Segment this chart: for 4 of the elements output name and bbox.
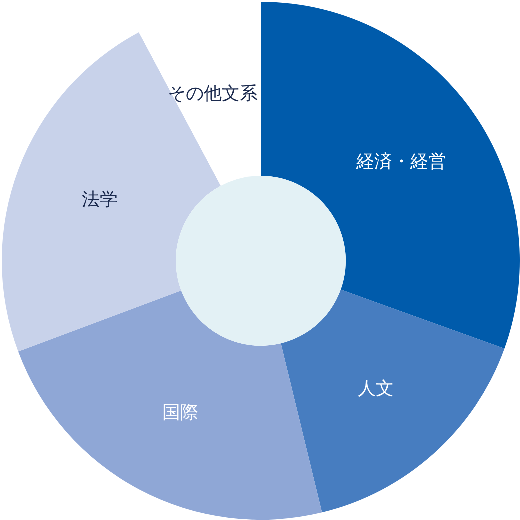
- slice-label: 法学: [82, 190, 118, 211]
- slice-label: 国際: [162, 402, 199, 424]
- slice-label: 人文: [358, 378, 394, 400]
- slice-label: 経済・経営: [356, 152, 447, 173]
